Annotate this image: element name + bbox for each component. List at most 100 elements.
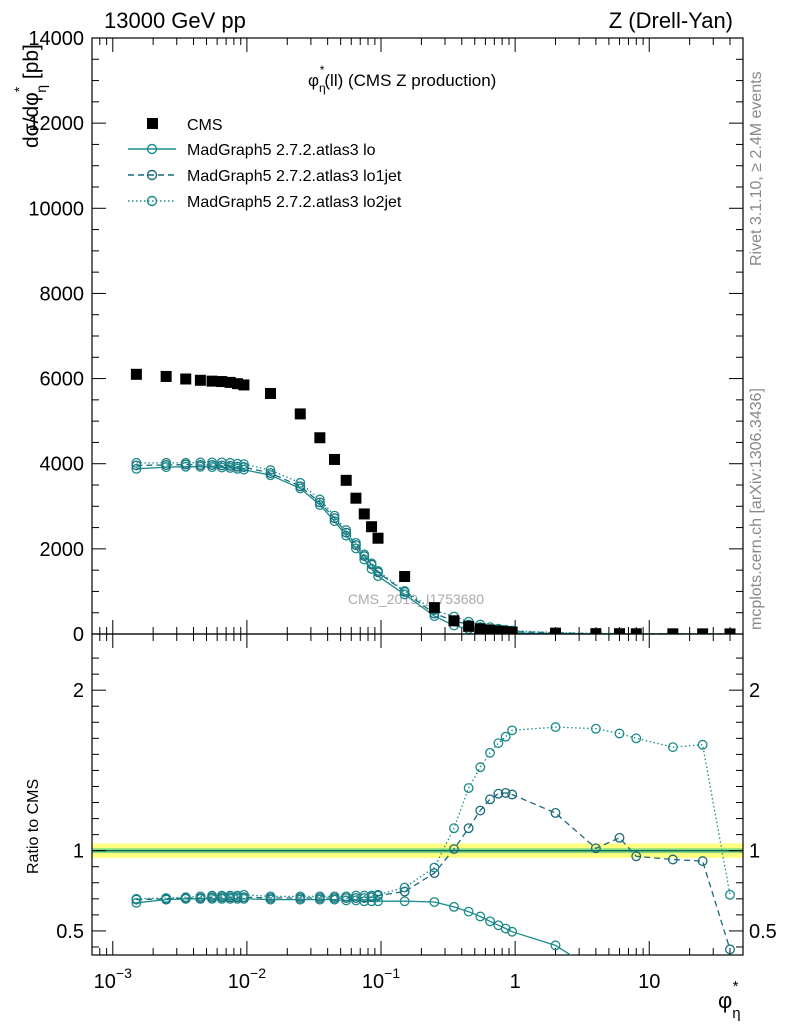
ratio-ytick-label-right: 2 [749,680,760,702]
ratio-mc-dotted-point [614,728,625,739]
cms-data-point [614,628,626,634]
ratio-mc-solid-point [359,896,370,907]
ratio-mc-solid-point [698,996,707,1005]
ratio-mc-dotted-point [161,893,172,903]
cms-data-point [216,376,228,388]
main-ytick-label: 6000 [40,369,85,391]
ratio-ytick-label: 1 [73,841,84,863]
ratio-mc-dotted-point [493,738,504,749]
ratio-mc-dotted-point [631,733,642,744]
cms-data-point [358,508,370,520]
main-mc-dashed-point [195,460,206,470]
main-y-axis-label: dσ/dφ* η [pb] [11,44,49,148]
ratio-ytick-label-right: 0.5 [749,921,777,943]
xtick-label-exp: −1 [384,965,400,981]
ratio-mc-dotted-point [373,889,383,900]
ratio-ytick-label: 2 [73,680,84,702]
cms-data-point [329,453,341,465]
xtick-label-exp: −3 [116,965,132,981]
legend: CMS MadGraph5 2.7.2.atlas3 lo MadGraph5 … [128,117,402,211]
ratio-mc-solid-point [592,967,601,976]
legend-lo-label: MadGraph5 2.7.2.atlas3 lo [187,142,376,159]
xtick-label: 10−2 [228,965,266,993]
legend-lo1jet-marker [146,169,158,181]
ratio-mc-dotted-point [550,722,561,733]
cms-data-point [231,378,243,390]
cms-data-point [484,624,496,634]
cms-data-point [448,615,460,627]
ratio-mc-dotted-point [350,890,361,901]
ratio-mc-dashed-point [697,856,708,867]
cms-data-point [697,628,709,634]
xtick-label: 1 [510,971,521,993]
ratio-mc-dashed-point [500,787,511,798]
main-mc-dotted-point [161,457,172,468]
ratio-mc-dotted-point [295,891,306,902]
ratio-mc-dashed-point [493,788,504,799]
xlabel-sup: * [733,978,739,995]
rivet-version-label: Rivet 3.1.10, ≥ 2.4M events [748,71,765,266]
main-mc-dashed-point [265,468,276,479]
main-mc-dotted-point [329,510,340,521]
main-mc-dotted-point [207,457,218,468]
main-mc-dotted-point [238,459,249,470]
legend-cms-marker [147,118,158,129]
ratio-mc-dotted-point [232,890,243,901]
main-mc-dashed-point [207,460,218,470]
cms-data-point [590,628,602,634]
ylabel-part-sup: * [11,86,27,92]
ratio-mc-dashed-point [449,844,459,855]
main-mc-solid-point [329,516,340,527]
xtick-label-base: 10 [228,971,250,993]
main-mc-dotted-point [295,477,306,488]
ratio-ytick-label-right: 1 [749,841,760,863]
ratio-axes: 0.5 0.51 12 210−3 10−2 10−1 1 10 [56,634,777,993]
cms-data-point [667,628,679,634]
ratio-mc-dotted-point [314,891,325,902]
xtick-label-base: 10 [638,971,660,993]
xtick-label: 10−1 [362,965,400,993]
cms-data-point [500,626,512,634]
cms-data-point [206,375,218,387]
ratio-mc-dashed-point [631,851,642,862]
xtick-label: 10 [638,971,660,993]
ratio-mc-solid-point [475,911,486,922]
title-text: (ll) (CMS Z production) [324,71,496,90]
ratio-mc-solid-point [550,940,561,951]
main-ytick-label: 4000 [40,454,85,476]
cms-data-point [630,628,642,634]
ratio-mc-dotted-point [225,890,236,901]
ratio-mc-dotted-point [329,891,340,902]
cms-data-point [366,521,378,533]
ratio-mc-dotted-point [195,891,206,902]
main-axes: 0 2000 4000 6000 8000 10000 12000 14000 [28,28,744,646]
ratio-mc-dotted-point [399,882,410,893]
ratio-mc-dashed-point [485,794,495,805]
ratio-mc-solid-point [463,906,474,917]
ratio-mc-solid-point [615,975,624,984]
ratio-mc-dotted-point [359,890,370,901]
main-mc-dashed-point [131,460,142,471]
ratio-ytick-label: 0.5 [56,921,84,943]
cms-data-point [474,623,486,634]
ratio-mc-solid-point [669,991,678,1000]
cms-data-point [160,370,172,382]
cms-data-point [238,379,250,391]
cms-data-point [194,374,206,386]
main-mc-dotted-point [399,586,410,596]
ratio-mc-dotted-point [238,889,249,900]
ratio-mc-dotted-point [725,889,735,900]
cms-data-point [294,408,306,420]
main-mc-dashed-point [329,513,340,524]
xtick-label-base: 10 [362,971,384,993]
ratio-mc-dashed-point [463,823,474,834]
ratio-mc-dotted-point [265,891,276,902]
legend-lo2jet-label: MadGraph5 2.7.2.atlas3 lo2jet [187,194,402,211]
main-ytick-label: 8000 [40,283,85,305]
ratio-reference-band [92,843,743,858]
xtick-label-base: 1 [510,971,521,993]
main-mc-solid-point [238,464,249,475]
ratio-mc-dotted-point [590,723,601,734]
ratio-mc-dotted-point [366,890,377,901]
